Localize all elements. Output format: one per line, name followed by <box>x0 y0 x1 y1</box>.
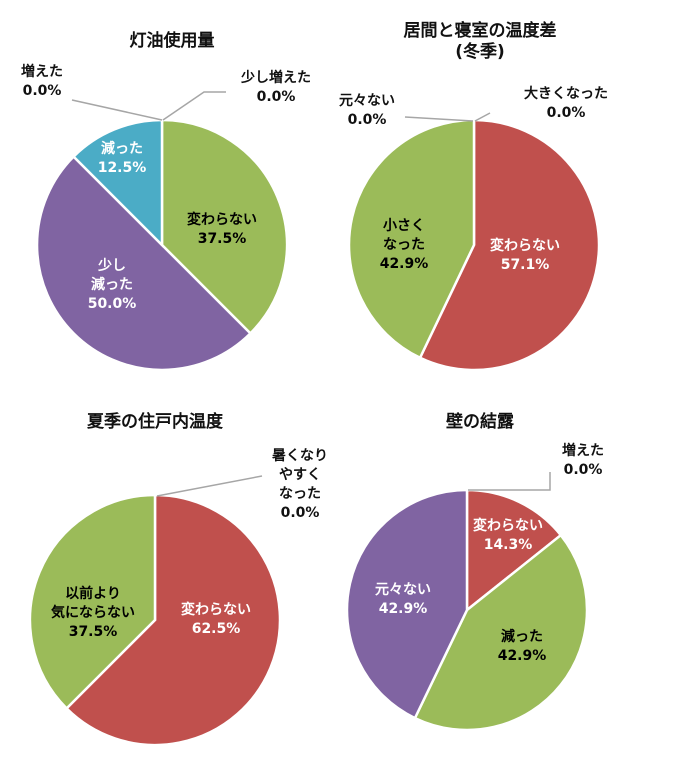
chart-title: 居間と寝室の温度差 <box>404 20 557 41</box>
chart-title: 夏季の住戸内温度 <box>87 411 224 432</box>
slice-category-label: 減った <box>501 628 543 645</box>
slice-category-label: 少し <box>97 257 126 274</box>
slice-category-label: 減った <box>91 276 133 293</box>
slice-category-label: 小さく <box>383 218 425 234</box>
leader-line <box>156 475 263 497</box>
leader-line <box>162 91 226 121</box>
leader-line <box>474 112 491 122</box>
slice-category-label: 変わらない <box>187 211 257 228</box>
slice-category-label: 大きくなった <box>524 85 608 102</box>
slice-value-label: 42.9% <box>380 256 429 272</box>
slice-category-label: 暑くなり <box>272 448 328 464</box>
chart-title: 灯油使用量 <box>130 30 215 51</box>
slice-value-label: 0.0% <box>547 105 586 121</box>
slice-value-label: 0.0% <box>564 462 603 478</box>
slice-category-label: 元々ない <box>339 93 395 109</box>
slice-category-label: なった <box>383 237 425 253</box>
slice-value-label: 57.1% <box>501 257 550 273</box>
slice-category-label: なった <box>279 486 321 502</box>
slice-category-label: 変わらない <box>181 601 251 618</box>
leader-line <box>468 472 551 491</box>
slice-value-label: 37.5% <box>69 624 118 640</box>
pie-slice <box>418 118 601 372</box>
slice-value-label: 0.0% <box>281 505 320 521</box>
pie-slice <box>35 154 253 372</box>
slice-value-label: 0.0% <box>23 83 62 99</box>
slice-category-label: 気にならない <box>51 604 135 621</box>
pie-slice <box>71 118 164 249</box>
pie-slice <box>345 488 469 720</box>
slice-category-label: 増えた <box>21 63 63 80</box>
slice-value-label: 62.5% <box>192 621 241 637</box>
slice-category-label: 変わらない <box>473 517 543 534</box>
leader-line <box>71 99 163 121</box>
pie-slice <box>64 493 282 747</box>
slice-category-label: 増えた <box>562 442 604 459</box>
slice-value-label: 42.9% <box>379 601 428 617</box>
slice-value-label: 42.9% <box>498 648 547 664</box>
pie-slice <box>160 118 289 336</box>
slice-value-label: 0.0% <box>348 112 387 128</box>
slice-category-label: やすく <box>279 467 321 483</box>
slice-value-label: 50.0% <box>88 296 137 312</box>
slice-category-label: 変わらない <box>490 237 560 254</box>
pie-slice <box>28 493 157 711</box>
slice-category-label: 少し増えた <box>240 69 311 86</box>
chart-title: 壁の結露 <box>446 411 515 432</box>
pie-slice <box>347 118 476 360</box>
leader-line <box>404 116 474 122</box>
slice-category-label: 以前より <box>65 585 121 602</box>
slice-value-label: 14.3% <box>484 537 533 553</box>
slice-category-label: 元々ない <box>375 582 431 598</box>
chart-title: (冬季) <box>455 41 505 62</box>
pie-slice <box>413 533 589 732</box>
slice-value-label: 12.5% <box>98 160 147 176</box>
pie-chart-1: 灯油使用量変わらない37.5%少し減った50.0%減った12.5%増えた0.0%… <box>21 30 311 372</box>
slice-value-label: 0.0% <box>257 89 296 105</box>
slice-value-label: 37.5% <box>198 231 247 247</box>
slice-category-label: 減った <box>101 140 143 157</box>
